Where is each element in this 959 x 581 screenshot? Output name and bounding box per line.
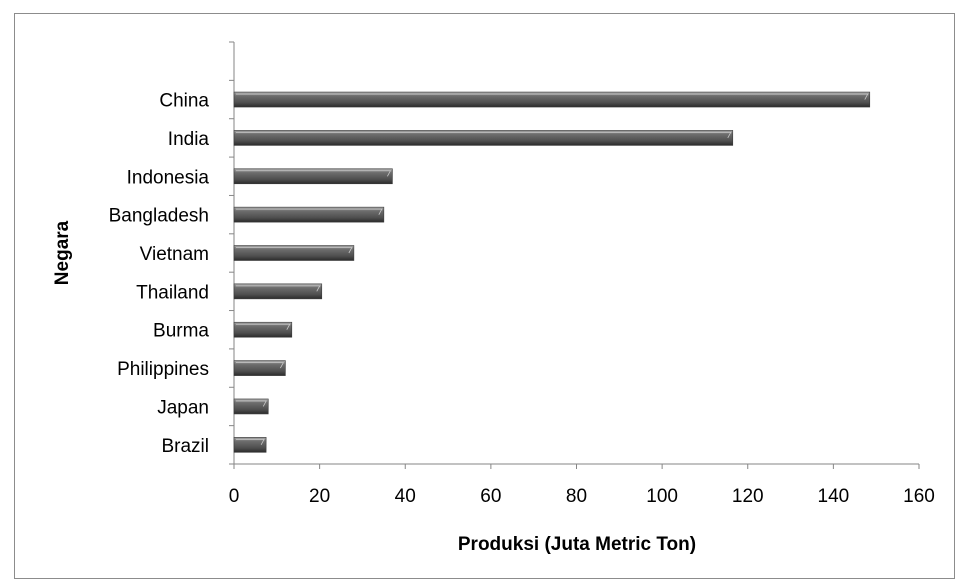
category-label: Vietnam <box>140 244 209 265</box>
bar-bevel <box>236 400 267 407</box>
x-tick-label: 20 <box>309 486 330 507</box>
x-tick-label: 100 <box>646 486 678 507</box>
bar-bevel <box>236 93 869 100</box>
bar <box>233 398 269 415</box>
bar-body <box>233 206 385 223</box>
x-tick-label: 160 <box>903 486 935 507</box>
bar-body <box>233 321 293 338</box>
category-label: Japan <box>157 397 209 418</box>
bar-body <box>233 437 267 453</box>
x-tick-label: 60 <box>480 486 501 507</box>
bar-body <box>233 168 393 185</box>
bar-body <box>233 130 734 146</box>
x-tick-label: 80 <box>566 486 587 507</box>
bar-bevel <box>236 208 383 215</box>
bar <box>233 206 385 223</box>
bar-bevel <box>236 438 265 446</box>
x-tick-label: 140 <box>818 486 850 507</box>
bar-bevel <box>236 323 291 330</box>
y-axis-title: Negara <box>52 220 73 285</box>
bar-bevel <box>236 170 392 177</box>
category-label: India <box>168 129 210 150</box>
bar-bevel <box>236 362 285 369</box>
bar <box>233 245 355 261</box>
category-label: Thailand <box>136 282 209 303</box>
bar <box>233 91 871 108</box>
bars <box>233 91 871 453</box>
bar-bevel <box>236 285 321 292</box>
bar <box>233 130 734 146</box>
bar <box>233 168 393 185</box>
category-label: China <box>159 91 209 112</box>
category-label: Bangladesh <box>109 206 209 227</box>
x-tick-labels: 0 20 40 60 80 100 120 140 160 <box>229 486 935 507</box>
bar-body <box>233 283 323 300</box>
x-axis-title: Produksi (Juta Metric Ton) <box>458 534 696 555</box>
bar-bevel <box>236 247 353 254</box>
bar-body <box>233 398 269 415</box>
bar <box>233 283 323 300</box>
category-label: Philippines <box>117 359 209 380</box>
bar-body <box>233 360 286 376</box>
bar <box>233 321 293 338</box>
x-tick-label: 0 <box>229 486 240 507</box>
category-label: Burma <box>153 321 209 342</box>
bar-body <box>233 245 355 261</box>
category-label: Brazil <box>161 436 209 457</box>
bar <box>233 360 286 376</box>
category-label: Indonesia <box>127 167 210 188</box>
x-tick-label: 40 <box>395 486 416 507</box>
bar <box>233 437 267 453</box>
x-tick-label: 120 <box>732 486 764 507</box>
bar-bevel <box>236 132 732 139</box>
bar-body <box>233 91 871 108</box>
category-labels: China India Indonesia Bangladesh Vietnam Thai… <box>109 91 210 457</box>
